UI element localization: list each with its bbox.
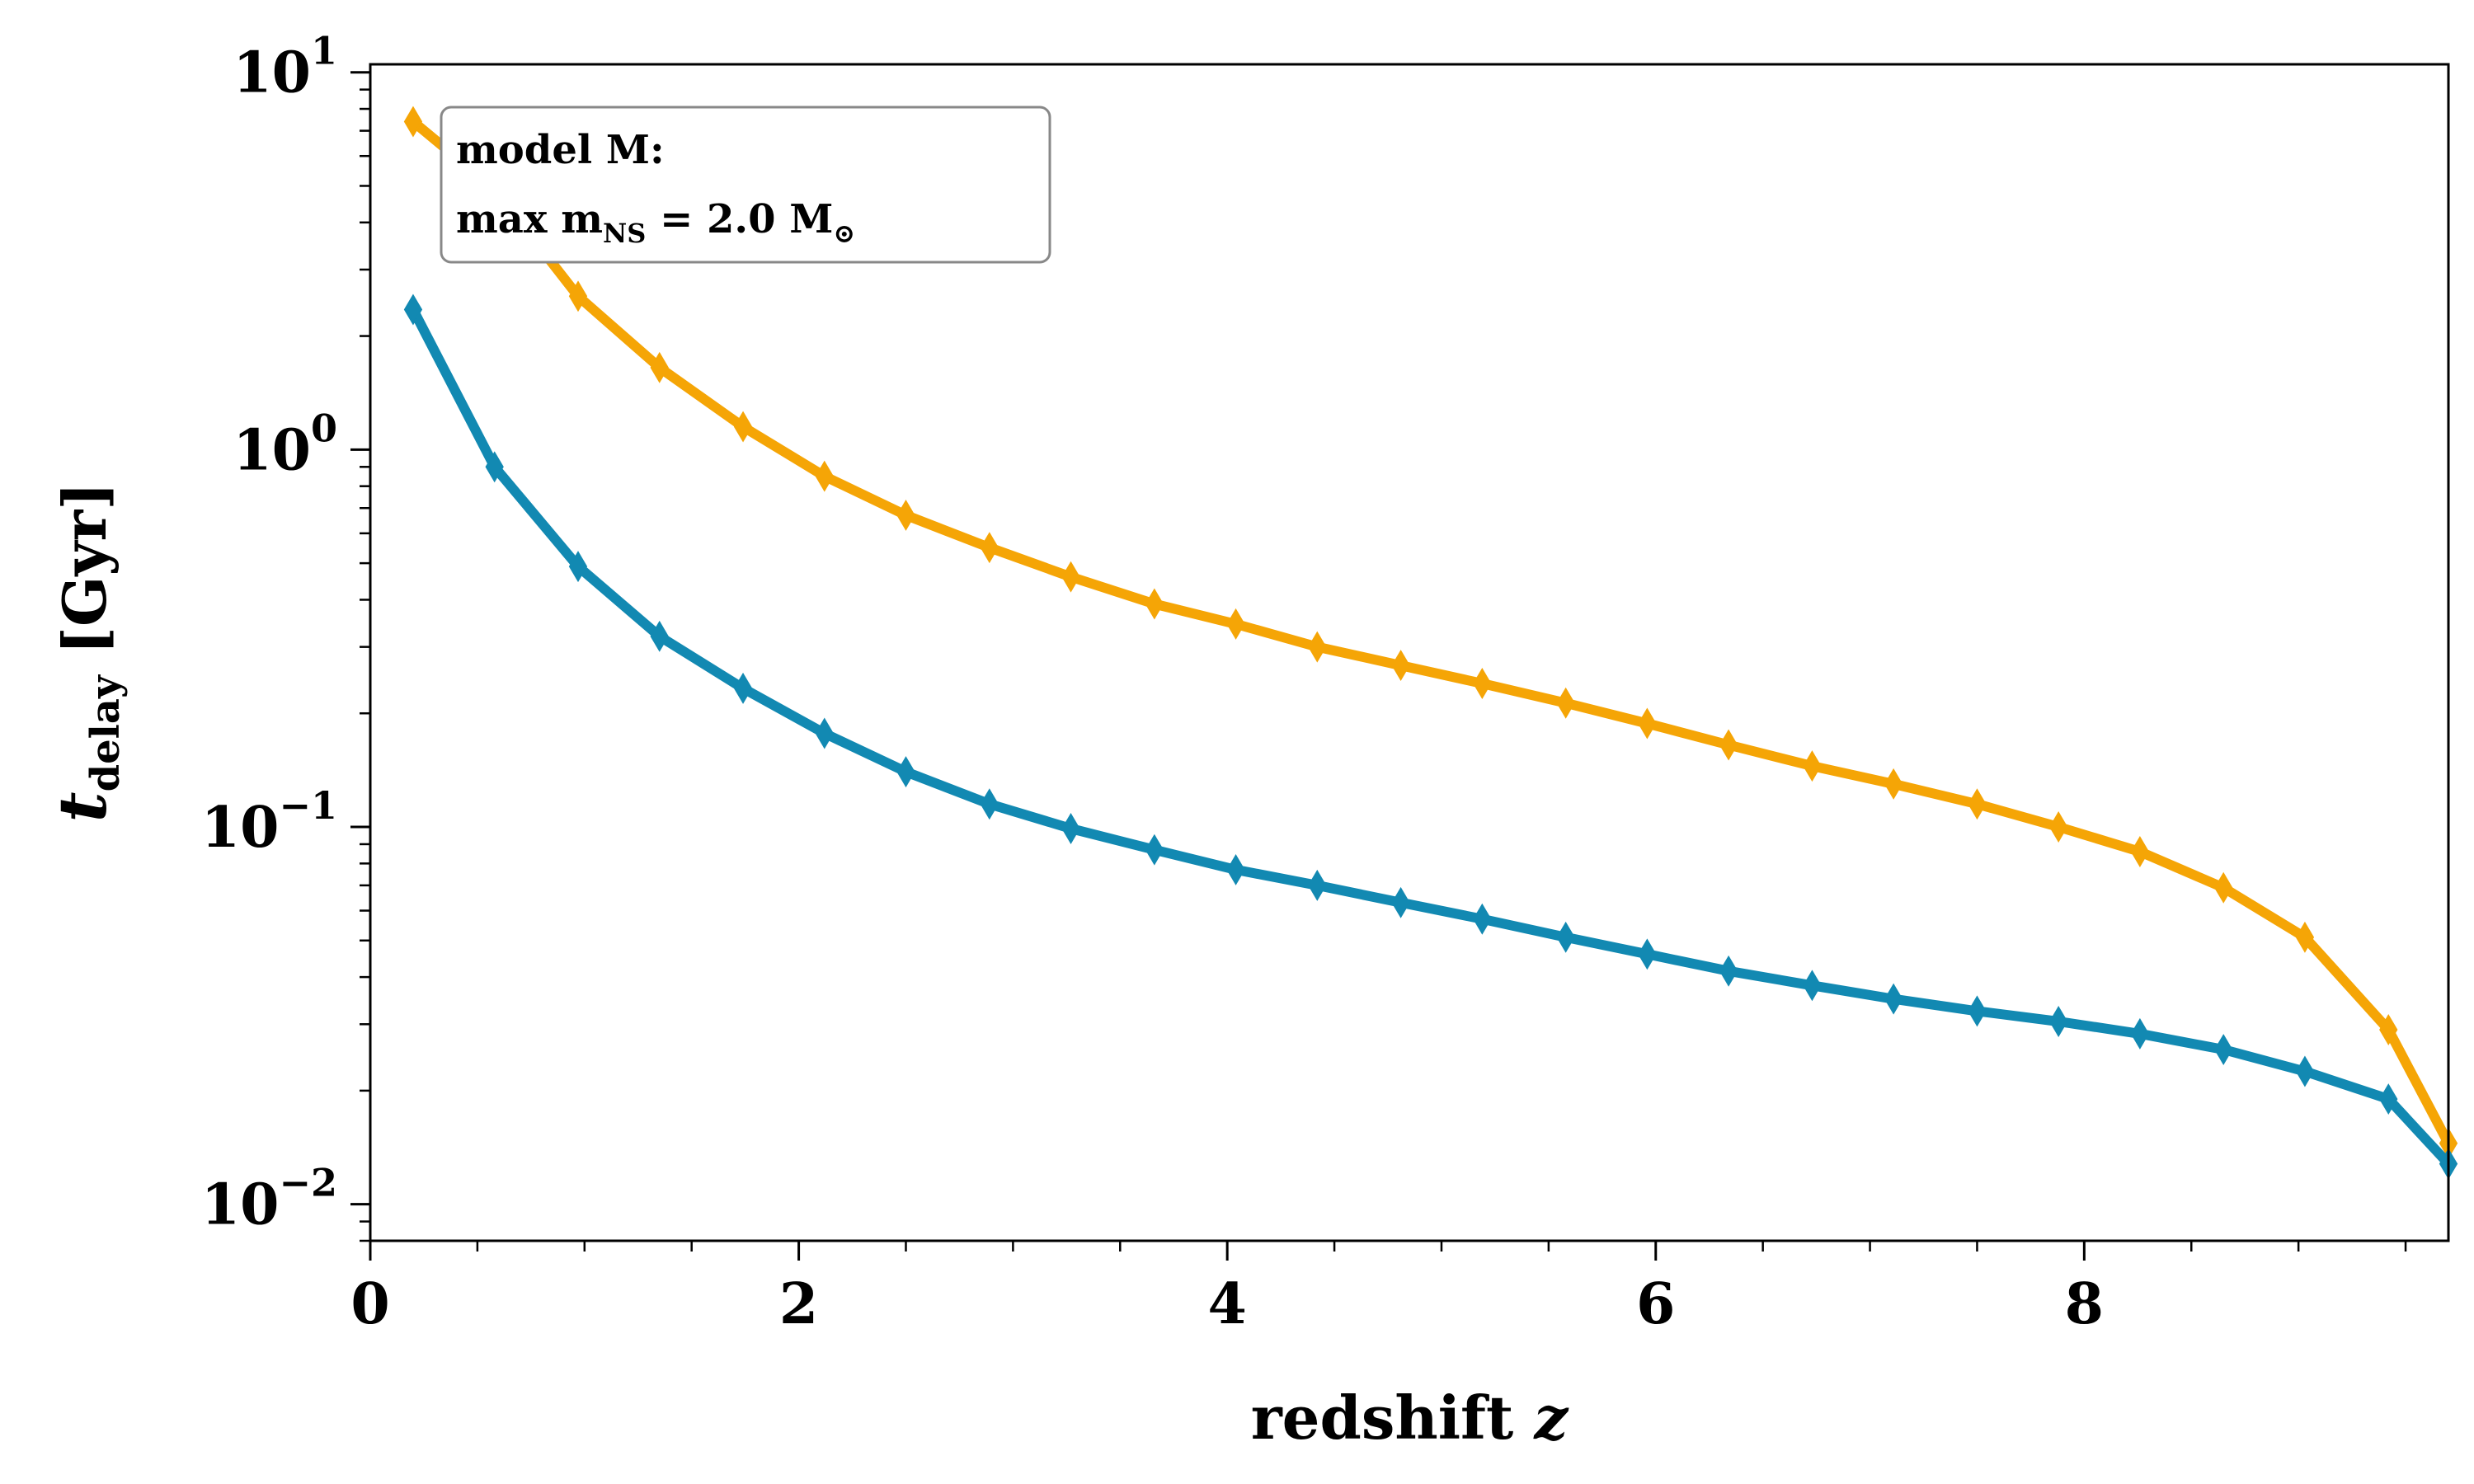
series-1-marker [1556,687,1575,719]
x-tick-label: 2 [779,1271,818,1337]
annotation-line2-suffix: = 2.0 M [646,196,833,242]
series-2-marker [485,451,504,483]
y-tick-label: 101 [233,29,337,106]
series-2-marker [2295,1055,2315,1087]
series-1-marker [1803,750,1822,782]
annotation-line2-sub: NS [603,218,646,249]
y-tick-base: 10 [233,417,311,483]
series-2-marker [1884,983,1903,1015]
x-tick-label: 6 [1636,1271,1675,1337]
y-tick-exponent: −2 [279,1161,337,1205]
series-2-marker [1308,869,1327,901]
series-2-marker [980,788,999,820]
y-tick-base: 10 [201,795,280,861]
series-2-marker [2379,1083,2398,1115]
series-1-marker [2049,811,2068,843]
series-1-marker [1061,561,1080,593]
series-2-marker [1391,886,1410,918]
series-1-marker [2214,871,2233,904]
series-2-marker [1968,995,1987,1027]
y-tick-base: 10 [233,40,311,106]
series-2-marker [403,294,423,326]
annotation-line1: model M: [456,127,665,173]
series-2-marker [896,756,915,788]
series-2-marker [1719,955,1738,987]
y-tick-exponent: 1 [311,29,337,73]
series-line-1 [408,116,2453,1148]
series-2-marker [1061,813,1080,844]
series-2-marker [568,551,588,583]
series-2-marker [1556,921,1575,953]
series-1-marker [1884,768,1903,800]
series-1-marker [2379,1014,2398,1046]
series-2-marker [1803,970,1822,1002]
y-tick-exponent: −1 [279,783,337,828]
x-tick-label: 4 [1208,1271,1247,1337]
x-tick-label: 0 [350,1271,389,1337]
y-axis-label-var: t [44,791,121,822]
annotation-sun-symbol: ⊙ [833,218,855,249]
series-2-marker [815,717,834,749]
y-tick-label: 100 [233,406,337,483]
series-2-marker [1145,834,1164,866]
x-axis-label-text: redshift [1251,1383,1535,1453]
x-axis-label: redshift z [1251,1383,1570,1453]
y-tick-exponent: 0 [311,406,337,450]
y-tick-base: 10 [201,1172,280,1238]
series-layer [403,106,2458,1180]
series-2-marker [2049,1006,2068,1037]
series-1-marker [1473,668,1492,699]
series-1-marker [980,532,999,564]
y-axis-label: tdelay [Gyr] [44,482,129,823]
series-2-marker [1226,853,1245,885]
series-1-marker [1145,588,1164,620]
series-1-marker [1391,650,1410,682]
x-axis-label-var: z [1532,1383,1569,1453]
y-axis-label-sub: delay [82,674,129,791]
series-2-marker [2214,1034,2233,1066]
svg-text:model M:: model M: [456,127,665,173]
series-1-marker [1719,729,1738,761]
series-2-marker [2130,1017,2150,1050]
y-tick-label: 10−1 [201,783,337,861]
series-2-marker [650,620,669,652]
series-1-marker [896,499,915,531]
annotation-box: model M: max mNS = 2.0 M⊙ [440,106,1051,264]
series-1-marker [1968,788,1987,820]
series-line-2 [408,304,2453,1169]
annotation-line2-prefix: max m [456,196,603,242]
series-2-marker [1473,903,1492,935]
series-1-marker [2295,921,2315,953]
plot-frame [369,63,2450,1242]
series-1-marker [650,351,669,383]
series-1-marker [733,411,753,443]
series-1-marker [1308,631,1327,663]
svg-text:max mNS = 2.0 M⊙: max mNS = 2.0 M⊙ [456,196,855,249]
series-1-marker [1226,608,1245,640]
series-1-marker [2130,836,2150,867]
series-1-marker [568,280,588,312]
y-tick-label: 10−2 [201,1161,337,1238]
series-1-marker [815,460,834,492]
x-tick-label: 8 [2065,1271,2104,1337]
series-1-marker [403,106,423,138]
y-axis-label-unit: [Gyr] [49,482,120,675]
series-1-marker [1638,707,1657,740]
series-2-marker [1638,938,1657,970]
series-2-marker [733,672,753,704]
